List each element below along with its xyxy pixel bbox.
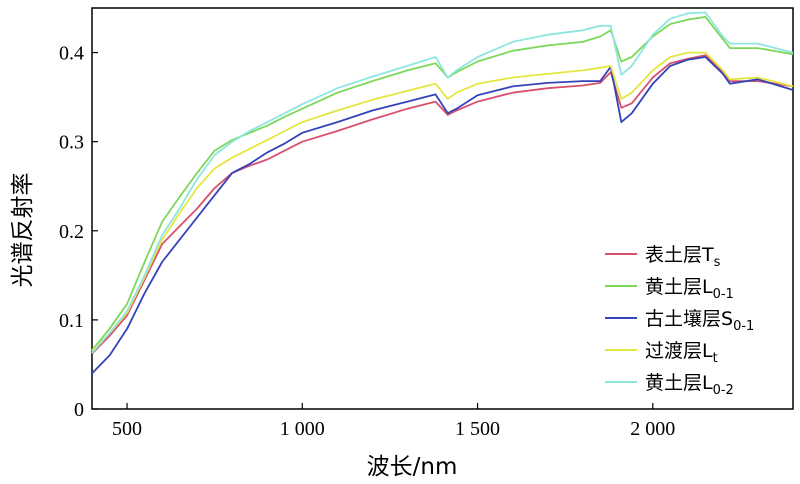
series-line-2 — [91, 56, 794, 375]
series-line-0 — [91, 54, 794, 355]
y-tick-label: 0.2 — [59, 221, 84, 243]
series-line-4 — [91, 11, 794, 354]
y-tick-label: 0 — [74, 399, 84, 421]
plot-frame — [91, 7, 794, 410]
legend-label: 黄土层L0-2 — [645, 372, 734, 398]
x-tick-label: 1 000 — [280, 418, 325, 440]
x-tick-label: 2 000 — [630, 418, 675, 440]
x-tick-label: 1 500 — [455, 418, 500, 440]
y-tick-label: 0.1 — [59, 310, 84, 332]
y-axis-ticks: 0 0.1 0.2 0.3 0.4 — [59, 43, 98, 421]
legend-label: 古土壤层S0-1 — [645, 308, 754, 334]
series-line-3 — [91, 51, 794, 352]
legend-label: 过渡层Lt — [645, 340, 718, 366]
legend-label-subscript: 0-2 — [713, 383, 734, 398]
x-axis-label: 波长/nm — [367, 454, 458, 480]
x-axis-ticks: 500 1 000 1 500 2 000 — [112, 403, 675, 440]
y-tick-label: 0.4 — [59, 43, 84, 65]
y-axis-label: 光谱反射率 — [10, 173, 36, 288]
legend-label: 表土层Ts — [645, 244, 721, 270]
series-line-1 — [91, 15, 794, 351]
legend-label-subscript: 0-1 — [733, 319, 754, 334]
legend-label-subscript: s — [714, 255, 721, 270]
legend-label-subscript: t — [713, 351, 718, 366]
x-tick-label: 500 — [112, 418, 142, 440]
legend-label-subscript: 0-1 — [713, 287, 734, 302]
legend: 表土层Ts 黄土层L0-1 古土壤层S0-1 过渡层Lt 黄土层L0-2 — [605, 244, 754, 398]
series-lines — [91, 11, 794, 375]
legend-label: 黄土层L0-1 — [645, 276, 734, 302]
y-tick-label: 0.3 — [59, 132, 84, 154]
